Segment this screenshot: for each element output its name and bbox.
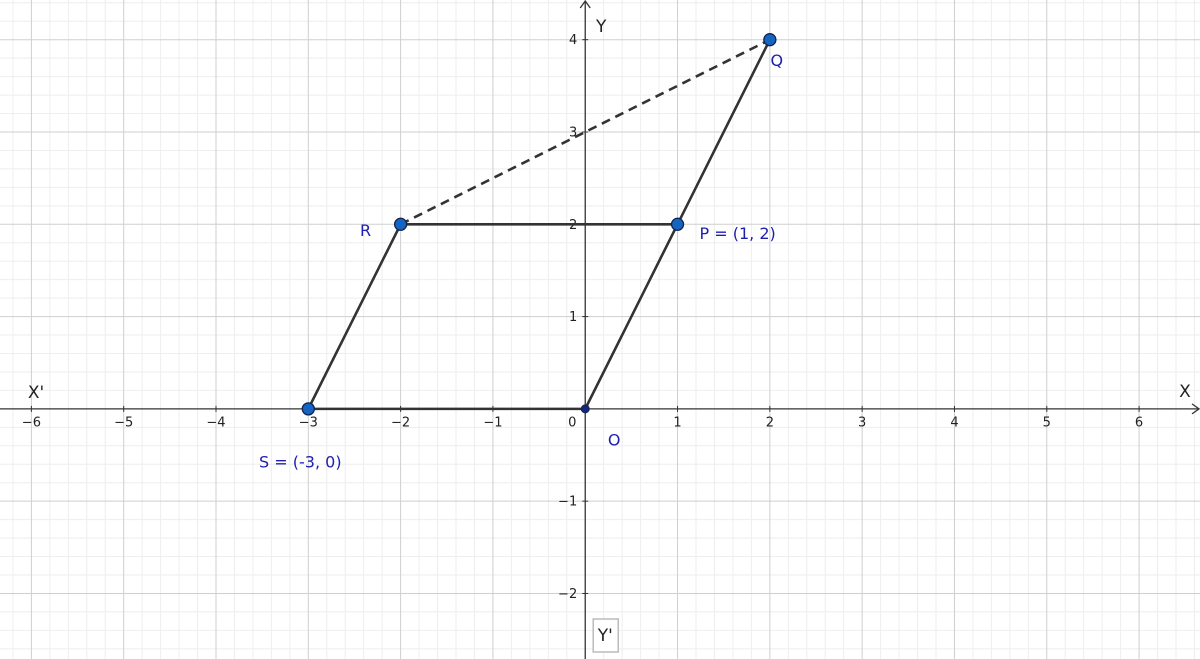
point: [301, 402, 315, 416]
point-label: P = (1, 2): [700, 224, 776, 243]
x-tick-label: −2: [391, 415, 410, 430]
point: [670, 217, 685, 231]
point: [393, 217, 408, 231]
segment: [307, 223, 402, 410]
point-label: Q: [771, 51, 784, 70]
x-tick-label: 0: [568, 415, 576, 430]
point: [763, 33, 777, 47]
x-tick-label: 4: [950, 415, 958, 430]
x-tick-label: −3: [299, 415, 318, 430]
x-axis-arrow: [1191, 403, 1200, 415]
y-neg-label-box: [592, 618, 619, 653]
y-axis-arrow: [579, 0, 591, 9]
x-tick-label: 5: [1043, 415, 1051, 430]
segment: [400, 38, 771, 226]
point-label: S = (-3, 0): [259, 452, 342, 471]
x-tick-label: −6: [22, 415, 41, 430]
y-tick-label: 4: [569, 33, 577, 48]
x-axis-label: X: [1179, 382, 1191, 402]
y-axis-neg-label: Y': [597, 626, 613, 646]
point: [580, 404, 590, 414]
segment: [676, 39, 772, 225]
segment: [584, 223, 679, 410]
y-tick-label: 3: [569, 125, 577, 140]
y-axis-label: Y: [595, 17, 607, 37]
x-tick-label: 6: [1135, 415, 1143, 430]
point-label: O: [608, 430, 621, 449]
x-tick-label: 3: [858, 415, 866, 430]
y-tick-label: −1: [558, 495, 577, 510]
x-axis-neg-label: X': [28, 383, 44, 403]
point-label: R: [360, 221, 371, 240]
x-tick-label: −5: [114, 415, 133, 430]
marks: S = (-3, 0) O P = (1, 2) Q R: [259, 33, 784, 471]
x-tick-label: −4: [206, 415, 225, 430]
x-tick-label: 2: [766, 415, 774, 430]
x-tick-label: 1: [673, 415, 681, 430]
x-tick-label: −1: [483, 415, 502, 430]
y-tick-label: 1: [569, 310, 577, 325]
y-tick-label: −2: [558, 587, 577, 602]
